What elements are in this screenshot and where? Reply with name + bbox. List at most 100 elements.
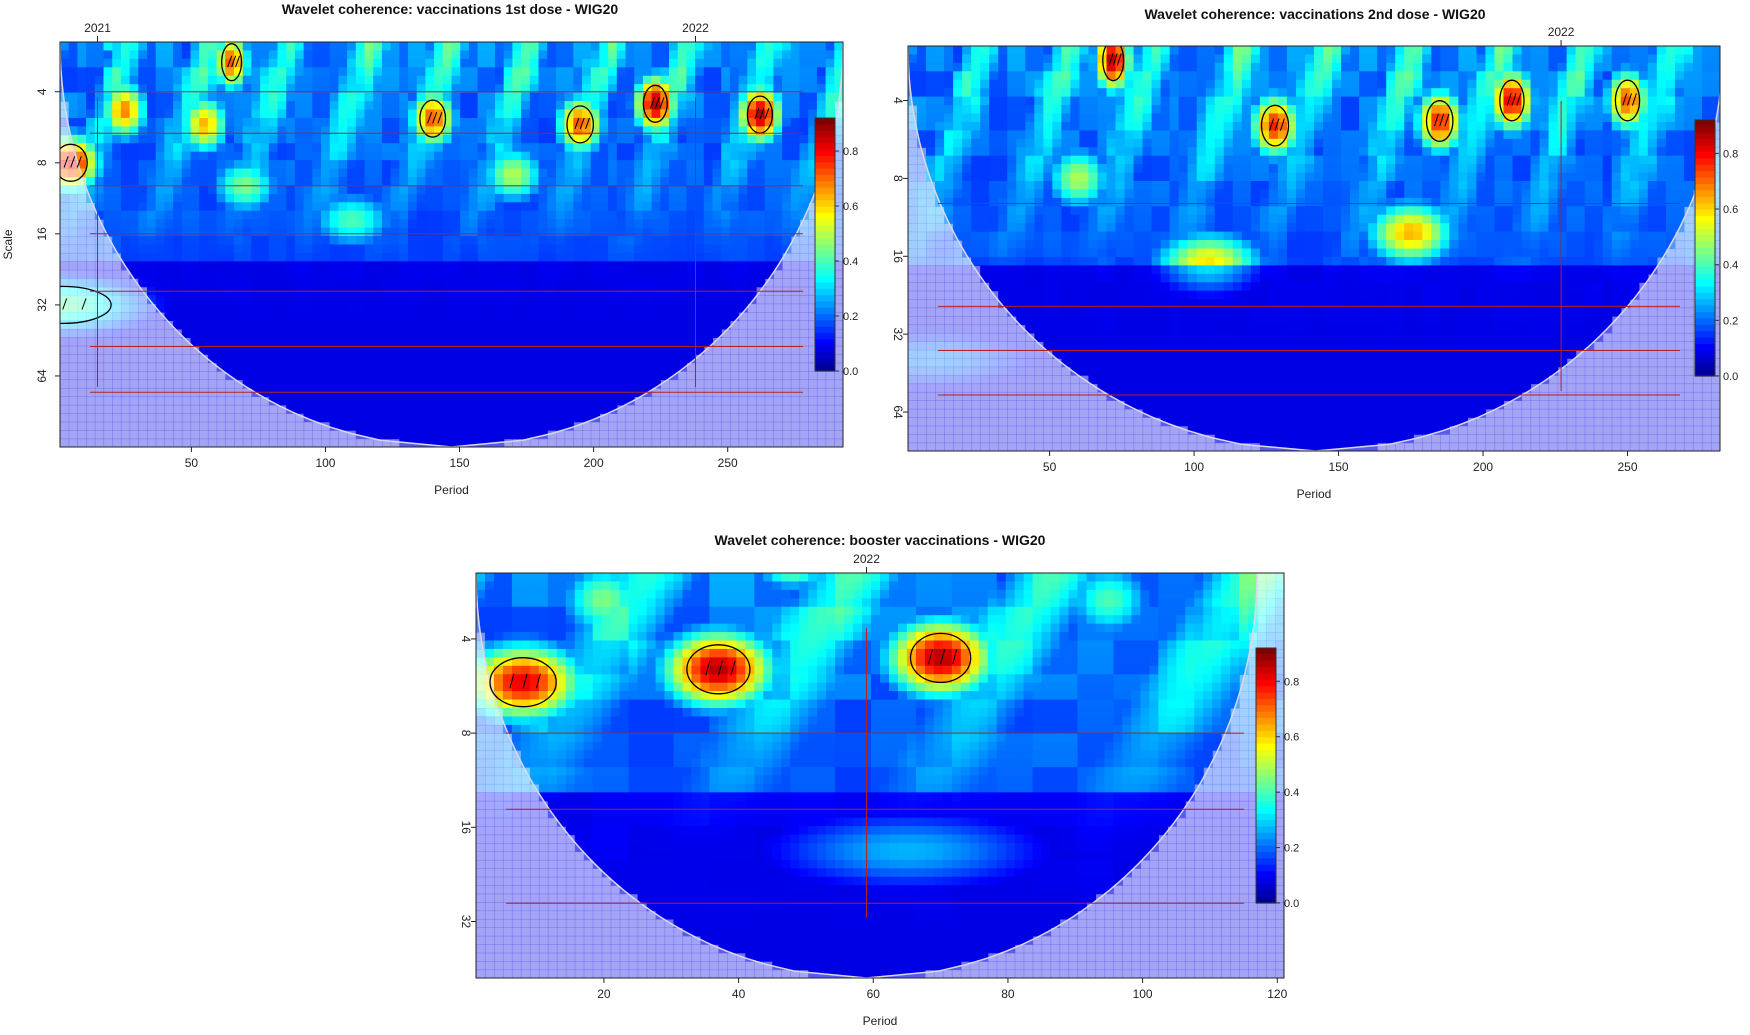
panel-booster: Wavelet coherence: booster vaccinations … [459,532,1299,1028]
y-tick-label: 32 [891,327,905,341]
colorbar-step [1256,794,1276,802]
colorbar-step [815,200,835,208]
panel-2nd-dose: Wavelet coherence: vaccinations 2nd dose… [891,6,1738,501]
y-tick-label: 16 [35,227,49,241]
phase-arrow [952,649,958,665]
phase-arrow [427,112,433,124]
phase-arrow [432,112,438,124]
top-tick-label: 2022 [853,552,880,566]
phase-arrow [81,298,87,310]
colorbar-step [1695,145,1715,153]
x-tick-label: 50 [185,456,199,470]
phase-arrow [659,97,665,109]
colorbar-tick-label: 0.8 [1723,148,1738,160]
colorbar-step [1256,845,1276,853]
x-tick-label: 150 [450,456,470,470]
phase-arrow [754,107,760,120]
colorbar-step [815,333,835,340]
colorbar-step [1695,203,1715,211]
phase-arrow [574,117,580,130]
colorbar-step [815,124,835,132]
colorbar-tick-label: 0.0 [843,366,858,378]
x-tick-label: 200 [1473,460,1493,474]
colorbar-step [815,263,835,271]
colorbar-step [815,118,835,125]
x-tick-label: 100 [315,456,335,470]
cone-of-influence-shade [60,42,843,447]
top-tick-label: 2021 [84,21,111,35]
colorbar-step [1695,177,1715,185]
top-tick-label: 2022 [1548,25,1575,39]
colorbar-step [815,174,835,182]
colorbar-step [1256,711,1276,719]
colorbar-step [815,345,835,353]
colorbar-step [1695,312,1715,319]
colorbar-step [815,193,835,201]
significance-contour [686,644,751,695]
colorbar-step [1256,673,1276,681]
phase-arrow [114,14,118,25]
colorbar-step [1256,896,1276,904]
colorbar-step [1695,318,1715,326]
colorbar-step [815,231,835,239]
top-tick-label: 2022 [682,21,709,35]
phase-arrow [1269,118,1275,131]
phase-arrow [1444,113,1450,127]
colorbar-step [1695,139,1715,147]
phase-arrow [1506,93,1512,106]
colorbar-step [1256,769,1276,777]
x-tick-label: 60 [867,987,881,1001]
colorbar-step [1256,699,1276,706]
colorbar: 0.0 0.2 0.4 0.6 0.8 [1694,119,1738,383]
colorbar-step [1256,775,1276,783]
colorbar-step [1256,756,1276,764]
significance-contour [642,84,668,123]
colorbar-step [815,187,835,195]
x-tick-label: 20 [597,987,611,1001]
colorbar-step [1695,126,1715,134]
phase-arrow [62,3,66,14]
colorbar-step [1695,120,1715,127]
phase-arrow [928,649,933,665]
x-axis-label: Period [1297,487,1332,501]
phase-arrow [579,117,585,130]
colorbar-step [1695,216,1715,223]
significance-contour [60,285,112,325]
colorbar-tick-label: 0.8 [843,146,858,158]
colorbar-step [1256,813,1276,821]
plot-frame [475,572,1285,979]
colorbar-step [1695,324,1715,332]
colorbar-step [1695,196,1715,204]
y-tick-label: 16 [459,821,473,835]
colorbar-frame [814,117,836,372]
colorbar-step [1256,820,1276,828]
x-axis-label: Period [434,483,469,497]
colorbar-step [1695,164,1715,172]
colorbar-tick-label: 0.8 [1284,676,1299,688]
phase-arrow [585,117,590,130]
significance-contour [60,143,88,182]
colorbar-step [1695,209,1715,217]
colorbar-tick-label: 0.4 [1723,260,1738,272]
y-tick-label: 64 [35,369,49,383]
phase-arrow [1631,93,1637,106]
phase-arrow [1439,113,1445,127]
significance-contour [1260,104,1290,147]
colorbar-step [815,136,835,144]
colorbar-step [1256,858,1276,866]
phase-arrow [717,660,723,676]
colorbar-step [1695,286,1715,294]
phase-arrow [1116,53,1122,66]
colorbar-step [815,149,835,157]
significance-contour [489,657,557,708]
phase-arrow [522,673,528,689]
y-tick-label: 4 [459,636,473,643]
colorbar-step [1256,667,1276,675]
colorbar-step [1695,305,1715,313]
cone-of-influence-shade [908,46,1720,451]
significance-contour [419,99,447,138]
colorbar-step [1256,832,1276,840]
colorbar-step [815,358,835,366]
colorbar-step [1695,171,1715,179]
colorbar-step [815,130,835,138]
